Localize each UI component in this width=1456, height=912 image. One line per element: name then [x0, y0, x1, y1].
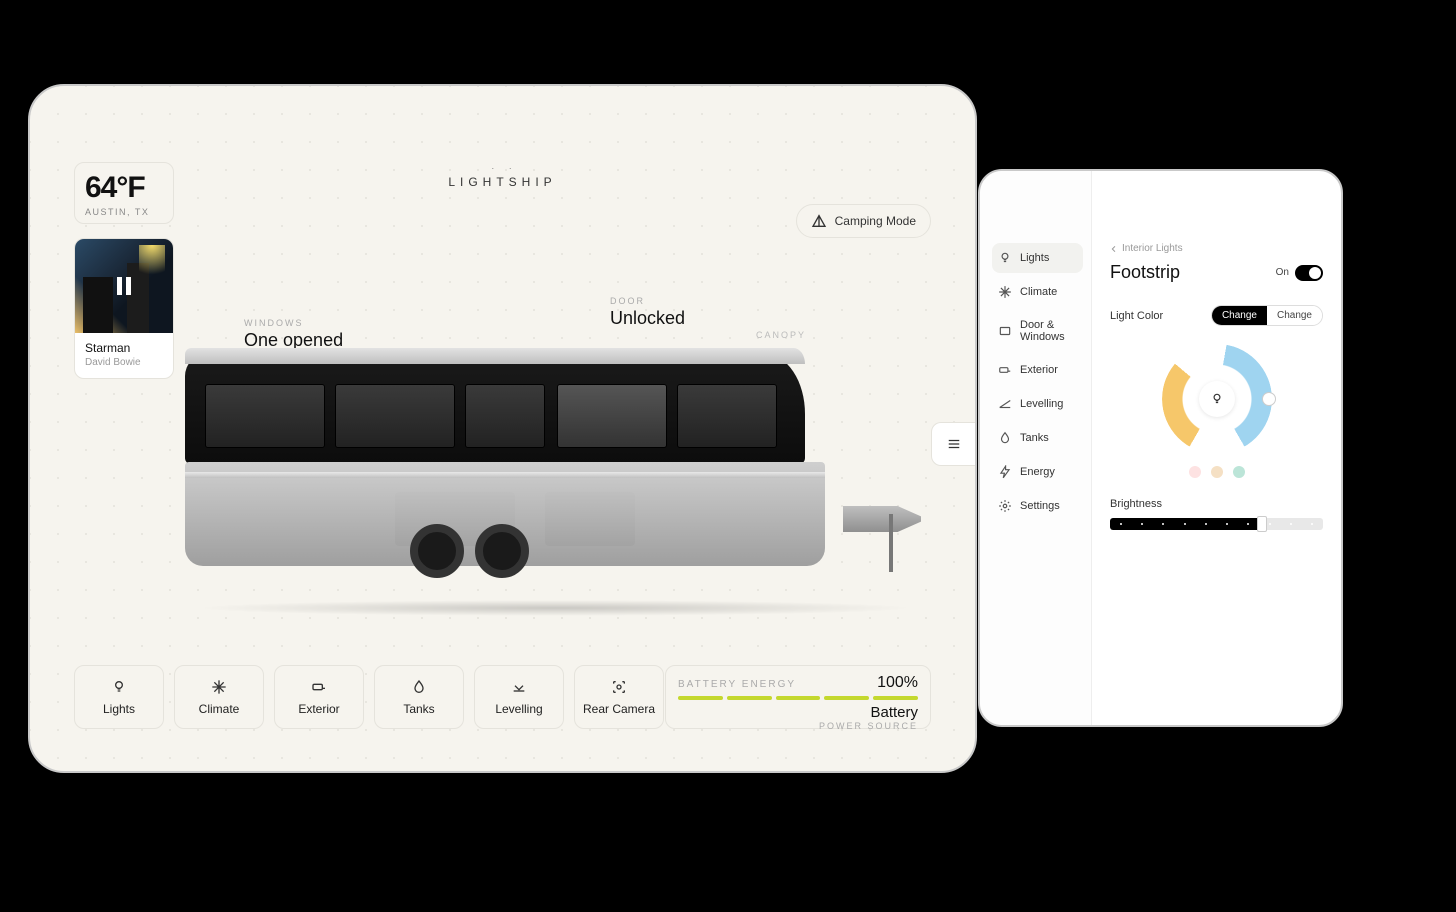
- nav-label: Tanks: [1020, 432, 1049, 444]
- windows-status: WINDOWS One opened: [244, 318, 343, 351]
- battery-name: Battery: [870, 704, 918, 721]
- quick-label: Lights: [103, 702, 135, 716]
- quick-label: Climate: [199, 702, 240, 716]
- quick-label: Tanks: [403, 702, 434, 716]
- quick-label: Levelling: [495, 702, 542, 716]
- hamburger-icon: [945, 437, 963, 451]
- nav-energy[interactable]: Energy: [992, 457, 1083, 487]
- trailer-icon: [310, 678, 328, 696]
- snowflake-icon: [211, 678, 227, 696]
- quick-label: Exterior: [298, 702, 339, 716]
- nav-settings[interactable]: Settings: [992, 491, 1083, 521]
- battery-bar: [678, 696, 918, 700]
- nav-exterior[interactable]: Exterior: [992, 355, 1083, 385]
- music-title: Starman: [85, 341, 163, 355]
- swatch[interactable]: [1189, 466, 1201, 478]
- window-icon: [998, 324, 1012, 338]
- camping-mode-button[interactable]: Camping Mode: [796, 204, 931, 238]
- bulb-icon: [1199, 381, 1235, 417]
- door-label: DOOR: [610, 296, 685, 306]
- power-source-label: POWER SOURCE: [819, 721, 918, 731]
- mode-label: Camping Mode: [835, 214, 916, 228]
- brightness-label: Brightness: [1110, 498, 1323, 510]
- droplet-icon: [411, 678, 427, 696]
- battery-percent: 100%: [877, 674, 918, 692]
- brand-logo: · · LIGHTSHIP: [448, 164, 556, 189]
- pill-change[interactable]: Change: [1267, 306, 1322, 325]
- bolt-icon: [998, 465, 1012, 479]
- color-wheel-handle[interactable]: [1262, 392, 1276, 406]
- quick-label: Rear Camera: [583, 702, 655, 716]
- chevron-left-icon: [1110, 245, 1118, 253]
- canopy-status: CANOPY: [756, 330, 806, 340]
- nav-label: Lights: [1020, 252, 1049, 264]
- trailer-icon: [998, 363, 1012, 377]
- nav-label: Settings: [1020, 500, 1060, 512]
- canopy-label: CANOPY: [756, 330, 806, 340]
- toggle-on-label: On: [1276, 267, 1289, 278]
- quick-levelling[interactable]: Levelling: [474, 665, 564, 729]
- door-value: Unlocked: [610, 308, 685, 329]
- secondary-tablet: Lights Climate Door & Windows: [978, 169, 1343, 727]
- nav-label: Exterior: [1020, 364, 1058, 376]
- breadcrumb-label: Interior Lights: [1122, 243, 1183, 254]
- menu-button[interactable]: [931, 422, 975, 466]
- secondary-main: Interior Lights Footstrip On Light Color…: [1092, 171, 1341, 725]
- pause-icon[interactable]: [117, 277, 131, 295]
- footstrip-toggle[interactable]: [1295, 265, 1323, 281]
- bulb-icon: [111, 678, 127, 696]
- nav-label: Levelling: [1020, 398, 1063, 410]
- nav-lights[interactable]: Lights: [992, 243, 1083, 273]
- brightness-slider[interactable]: [1110, 518, 1323, 530]
- breadcrumb[interactable]: Interior Lights: [1110, 243, 1323, 254]
- droplet-icon: [998, 431, 1012, 445]
- level-icon: [511, 678, 527, 696]
- pill-change-active[interactable]: Change: [1212, 306, 1267, 325]
- quick-tanks[interactable]: Tanks: [374, 665, 464, 729]
- quick-exterior[interactable]: Exterior: [274, 665, 364, 729]
- nav-label: Energy: [1020, 466, 1055, 478]
- nav-climate[interactable]: Climate: [992, 277, 1083, 307]
- swatch[interactable]: [1211, 466, 1223, 478]
- nav-tanks[interactable]: Tanks: [992, 423, 1083, 453]
- quick-lights[interactable]: Lights: [74, 665, 164, 729]
- album-art: [75, 239, 173, 333]
- nav-door-windows[interactable]: Door & Windows: [992, 311, 1083, 351]
- brightness-thumb[interactable]: [1257, 516, 1267, 532]
- quick-rear-camera[interactable]: Rear Camera: [574, 665, 664, 729]
- swatch[interactable]: [1233, 466, 1245, 478]
- color-mode-pills: Change Change: [1211, 305, 1323, 326]
- trailer-illustration: [185, 354, 875, 594]
- camera-icon: [611, 678, 627, 696]
- primary-tablet: 64°F AUSTIN, TX Starman David Bowie · · …: [28, 84, 977, 773]
- weather-temp: 64°F: [85, 171, 163, 205]
- gear-icon: [998, 499, 1012, 513]
- weather-card[interactable]: 64°F AUSTIN, TX: [74, 162, 174, 224]
- nav-levelling[interactable]: Levelling: [992, 389, 1083, 419]
- windows-label: WINDOWS: [244, 318, 343, 328]
- secondary-nav: Lights Climate Door & Windows: [980, 171, 1092, 725]
- light-color-label: Light Color: [1110, 310, 1163, 322]
- level-icon: [998, 397, 1012, 411]
- quick-controls: Lights Climate Exterior: [74, 665, 664, 729]
- battery-label: BATTERY ENERGY: [678, 679, 796, 690]
- color-swatches: [1110, 466, 1323, 478]
- bulb-icon: [998, 251, 1012, 265]
- footstrip-title: Footstrip: [1110, 262, 1180, 283]
- door-status: DOOR Unlocked: [610, 296, 685, 329]
- music-artist: David Bowie: [85, 357, 163, 368]
- music-card[interactable]: Starman David Bowie: [74, 238, 174, 379]
- nav-label: Door & Windows: [1020, 319, 1077, 343]
- quick-climate[interactable]: Climate: [174, 665, 264, 729]
- nav-label: Climate: [1020, 286, 1057, 298]
- snowflake-icon: [998, 285, 1012, 299]
- brand-name: LIGHTSHIP: [448, 175, 556, 189]
- color-wheel[interactable]: [1162, 344, 1272, 454]
- weather-location: AUSTIN, TX: [85, 207, 163, 217]
- tent-icon: [811, 213, 827, 229]
- battery-card[interactable]: BATTERY ENERGY 100% Battery POWER SOURCE: [665, 665, 931, 729]
